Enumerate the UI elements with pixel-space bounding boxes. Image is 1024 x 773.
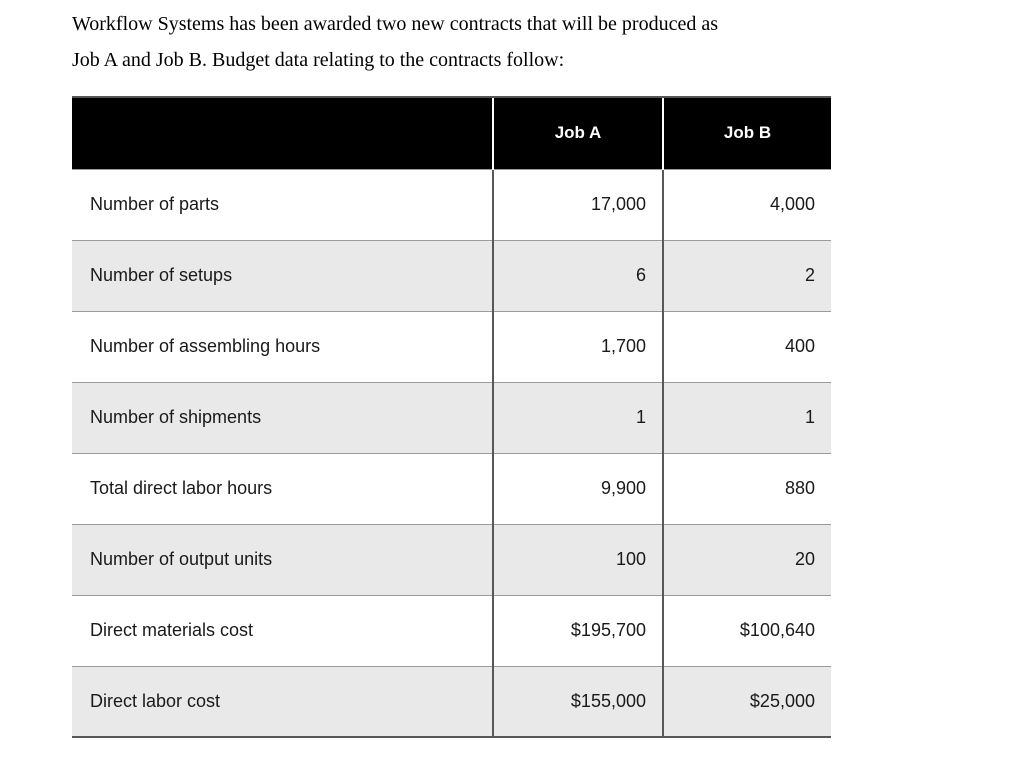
table-row: Number of setups 6 2 [72,239,831,311]
row-label: Direct materials cost [72,594,493,666]
job-a-value: 100 [492,523,663,595]
header-cell-blank [72,96,493,170]
job-b-value: $25,000 [662,665,831,738]
table-row: Number of parts 17,000 4,000 [72,169,831,240]
table-row: Number of output units 100 20 [72,523,831,595]
row-label: Number of output units [72,523,493,595]
job-a-value: 6 [492,239,663,311]
row-label: Number of shipments [72,381,493,453]
table-row: Total direct labor hours 9,900 880 [72,452,831,524]
job-b-value: 400 [662,310,831,382]
budget-table: Job A Job B Number of parts 17,000 4,000… [72,96,831,738]
table-row: Direct materials cost $195,700 $100,640 [72,594,831,666]
job-b-value: $100,640 [662,594,831,666]
job-a-value: 1,700 [492,310,663,382]
header-cell-job-a: Job A [492,96,663,170]
intro-paragraph: Workflow Systems has been awarded two ne… [72,6,852,78]
intro-line-1: Workflow Systems has been awarded two ne… [72,13,718,35]
job-b-value: 2 [662,239,831,311]
header-cell-job-b: Job B [662,96,831,170]
row-label: Direct labor cost [72,665,493,738]
table-header-row: Job A Job B [72,96,831,170]
job-a-value: 17,000 [492,169,663,240]
job-b-value: 1 [662,381,831,453]
row-label: Number of parts [72,169,493,240]
row-label: Number of setups [72,239,493,311]
intro-line-2: Job A and Job B. Budget data relating to… [72,49,565,71]
job-b-value: 880 [662,452,831,524]
table-row: Number of assembling hours 1,700 400 [72,310,831,382]
job-a-value: 9,900 [492,452,663,524]
table-row: Number of shipments 1 1 [72,381,831,453]
job-b-value: 20 [662,523,831,595]
job-a-value: 1 [492,381,663,453]
job-a-value: $155,000 [492,665,663,738]
table-row: Direct labor cost $155,000 $25,000 [72,665,831,738]
job-b-value: 4,000 [662,169,831,240]
job-a-value: $195,700 [492,594,663,666]
row-label: Total direct labor hours [72,452,493,524]
row-label: Number of assembling hours [72,310,493,382]
